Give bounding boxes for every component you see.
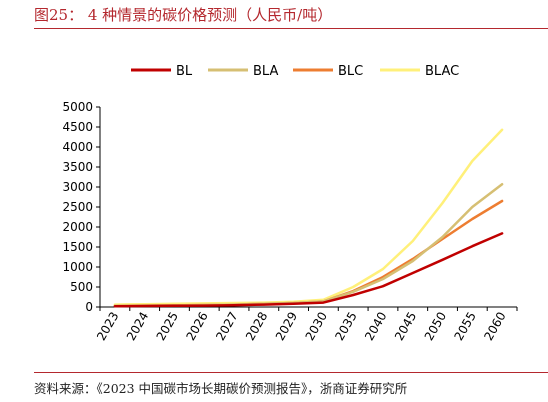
x-tick-label: 2026 xyxy=(183,310,210,343)
title-rule xyxy=(34,28,548,29)
legend-label-bl: BL xyxy=(176,64,193,79)
series-line-bl xyxy=(113,232,504,308)
x-tick-label: 2024 xyxy=(124,310,151,343)
y-tick-label: 1500 xyxy=(62,240,93,254)
y-tick-label: 5000 xyxy=(62,100,93,114)
chart-legend: BL BLA BLC BLAC xyxy=(131,64,459,79)
x-tick-label: 2045 xyxy=(392,310,419,343)
x-tick-label: 2035 xyxy=(332,310,359,343)
x-tick-label: 2027 xyxy=(213,310,240,343)
source-rule xyxy=(34,372,548,373)
x-tick-label: 2025 xyxy=(154,310,181,343)
y-tick-label: 2500 xyxy=(62,200,93,214)
x-tick-label: 2030 xyxy=(303,310,330,343)
y-tick-label: 1000 xyxy=(62,260,93,274)
x-tick-label: 2029 xyxy=(273,310,300,343)
x-tick-label: 2060 xyxy=(481,310,508,343)
legend-label-blc: BLC xyxy=(338,64,363,79)
legend-label-blac: BLAC xyxy=(425,64,459,79)
series-line-blc xyxy=(113,199,504,308)
figure-title: 图25： 4 种情景的碳价格预测（人民币/吨） xyxy=(34,6,333,24)
y-tick-label: 500 xyxy=(70,280,93,294)
legend-label-bla: BLA xyxy=(253,64,278,79)
x-tick-label: 2023 xyxy=(94,310,121,343)
y-tick-label: 3500 xyxy=(62,160,93,174)
source-note: 资料来源：《2023 中国碳市场长期碳价预测报告》，浙商证券研究所 xyxy=(34,381,408,396)
x-tick-label: 2050 xyxy=(422,310,449,343)
x-tick-label: 2055 xyxy=(452,310,479,343)
y-tick-label: 0 xyxy=(85,300,93,314)
chart-series xyxy=(113,128,504,308)
y-tick-label: 2000 xyxy=(62,220,93,234)
y-tick-label: 4500 xyxy=(62,120,93,134)
line-chart: BL BLA BLC BLAC 0 500 1000 1500 2000 2500 3000 350… xyxy=(62,64,518,343)
y-tick-label: 3000 xyxy=(62,180,93,194)
x-tick-label: 2040 xyxy=(362,310,389,343)
series-line-blac xyxy=(113,128,504,306)
y-tick-label: 4000 xyxy=(62,140,93,154)
x-tick-label: 2028 xyxy=(243,310,270,343)
